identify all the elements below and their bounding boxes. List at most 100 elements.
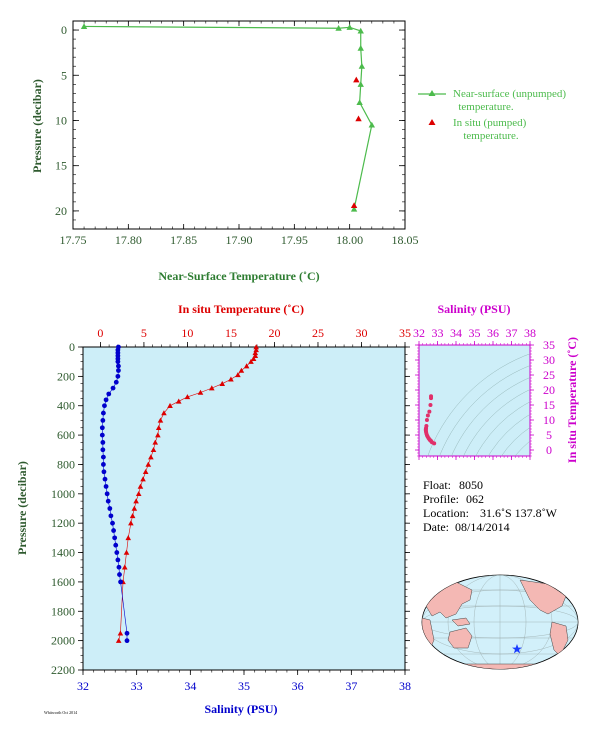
- temperature-profile-point: [140, 476, 146, 482]
- pressure-tick-label: 2000: [51, 634, 75, 648]
- salinity-profile-point: [99, 432, 105, 438]
- date-value: 08/14/2014: [455, 520, 510, 534]
- pressure-tick-label: 800: [57, 457, 75, 471]
- near-surface-temperature-point: [368, 121, 375, 128]
- top-y-axis-label: Pressure (decibar): [30, 79, 44, 173]
- top-x-tick-label: 17.90: [226, 233, 253, 247]
- ts-salinity-tick-label: 38: [524, 326, 536, 340]
- legend-green-triangle-icon: [428, 90, 436, 96]
- salinity-profile-point: [100, 410, 106, 416]
- top-y-tick-label: 20: [55, 204, 67, 218]
- float-location-star-icon: [512, 644, 522, 654]
- in-situ-temperature-point: [350, 202, 358, 209]
- temperature-profile-point: [150, 446, 157, 453]
- salinity-tick-label: 34: [184, 679, 196, 693]
- profile-value: 062: [466, 492, 484, 506]
- temperature-profile-point: [131, 505, 138, 511]
- ts-salinity-tick-label: 35: [469, 326, 481, 340]
- salinity-profile-point: [100, 418, 106, 423]
- top-x-tick-label: 18.05: [392, 233, 419, 247]
- near-surface-temperature-point: [350, 205, 358, 212]
- temperature-profile-point: [248, 358, 254, 364]
- location-value: 31.6˚S 137.8˚W: [480, 506, 558, 520]
- temperature-profile-point: [209, 385, 215, 391]
- temperature-profile-point: [252, 350, 259, 356]
- salinity-profile-point: [117, 572, 122, 577]
- temperature-tick-label: 5: [141, 326, 147, 340]
- ts-temperature-tick-label: 10: [543, 413, 555, 427]
- temperature-tick-label: 10: [181, 326, 193, 340]
- ts-temperature-tick-label: 35: [543, 338, 555, 352]
- ts-plot-area: [418, 344, 531, 457]
- salinity-tick-label: 32: [77, 679, 89, 693]
- temperature-profile-point: [117, 630, 124, 636]
- australia-landmass: [447, 627, 473, 649]
- temperature-profile-point: [235, 372, 241, 378]
- legend-pumped-line1: In situ (pumped): [453, 117, 527, 129]
- temperature-profile-point: [184, 394, 191, 400]
- near-surface-temperature-point: [80, 23, 88, 29]
- salinity-profile-point: [99, 425, 105, 431]
- footer-credit: Whitworth Oct 2014: [44, 710, 77, 715]
- salinity-profile-point: [118, 579, 123, 585]
- salinity-profile-point: [113, 542, 119, 548]
- salinity-tick-label: 33: [131, 679, 143, 693]
- profile-label: Profile:: [423, 492, 459, 506]
- in-situ-temperature-point: [355, 115, 362, 122]
- salinity-profile-point: [124, 630, 130, 636]
- ts-temperature-tick-label: 15: [543, 398, 555, 412]
- ts-salinity-tick-label: 37: [506, 326, 518, 340]
- temperature-profile-point: [157, 417, 164, 423]
- salinity-profile-point: [110, 520, 115, 526]
- temperature-profile-point: [148, 454, 154, 460]
- temperature-profile-point: [152, 439, 159, 445]
- temperature-profile-point: [243, 363, 250, 369]
- temperature-tick-label: 0: [97, 326, 103, 340]
- top-y-tick-label: 5: [61, 68, 67, 82]
- top-y-tick-label: 0: [61, 23, 67, 37]
- salinity-profile-point: [116, 368, 121, 373]
- salinity-profile-point: [102, 476, 108, 482]
- near-surface-temperature-point: [356, 99, 363, 105]
- pressure-tick-label: 2200: [51, 663, 75, 677]
- salinity-tick-label: 36: [292, 679, 304, 693]
- top-x-tick-label: 18.00: [336, 233, 363, 247]
- temperature-profile-point: [228, 376, 234, 382]
- ts-point: [427, 409, 432, 414]
- salinity-profile-point: [100, 447, 106, 453]
- temperature-profile-point: [125, 535, 132, 541]
- temperature-profile-point: [175, 398, 182, 404]
- salinity-profile-point: [110, 385, 116, 391]
- salinity-tick-label: 38: [399, 679, 411, 693]
- pressure-tick-label: 400: [57, 399, 75, 413]
- salinity-profile-point: [124, 638, 130, 644]
- temperature-profile-point: [145, 461, 152, 467]
- near-surface-temperature-point: [346, 24, 353, 30]
- ts-point: [428, 403, 433, 407]
- indonesia-landmass: [451, 617, 471, 627]
- top-x-tick-label: 17.95: [281, 233, 308, 247]
- legend-unpumped-line1: Near-surface (unpumped): [453, 88, 566, 100]
- salinity-tick-label: 35: [238, 679, 250, 693]
- ts-point: [425, 413, 430, 418]
- ts-point: [432, 441, 437, 446]
- ts-salinity-tick-label: 33: [432, 326, 444, 340]
- temperature-profile-point: [128, 520, 134, 526]
- ts-temperature-tick-label: 25: [543, 368, 555, 382]
- pressure-tick-label: 0: [69, 340, 75, 354]
- salinity-profile-point: [114, 550, 120, 555]
- ts-point: [429, 396, 434, 401]
- temperature-tick-label: 25: [312, 326, 324, 340]
- temperature-profile-point: [155, 424, 162, 430]
- ts-point: [424, 418, 429, 422]
- temperature-profile-point: [253, 347, 259, 353]
- ts-temperature-tick-label: 5: [546, 428, 552, 442]
- pressure-tick-label: 200: [57, 369, 75, 383]
- top-plot-frame: [72, 20, 406, 230]
- temperature-tick-label: 20: [268, 326, 280, 340]
- temperature-profile-point: [250, 355, 257, 361]
- ts-temperature-tick-label: 30: [543, 353, 555, 367]
- near-surface-temperature-point: [358, 63, 366, 69]
- pressure-tick-label: 1200: [51, 516, 75, 530]
